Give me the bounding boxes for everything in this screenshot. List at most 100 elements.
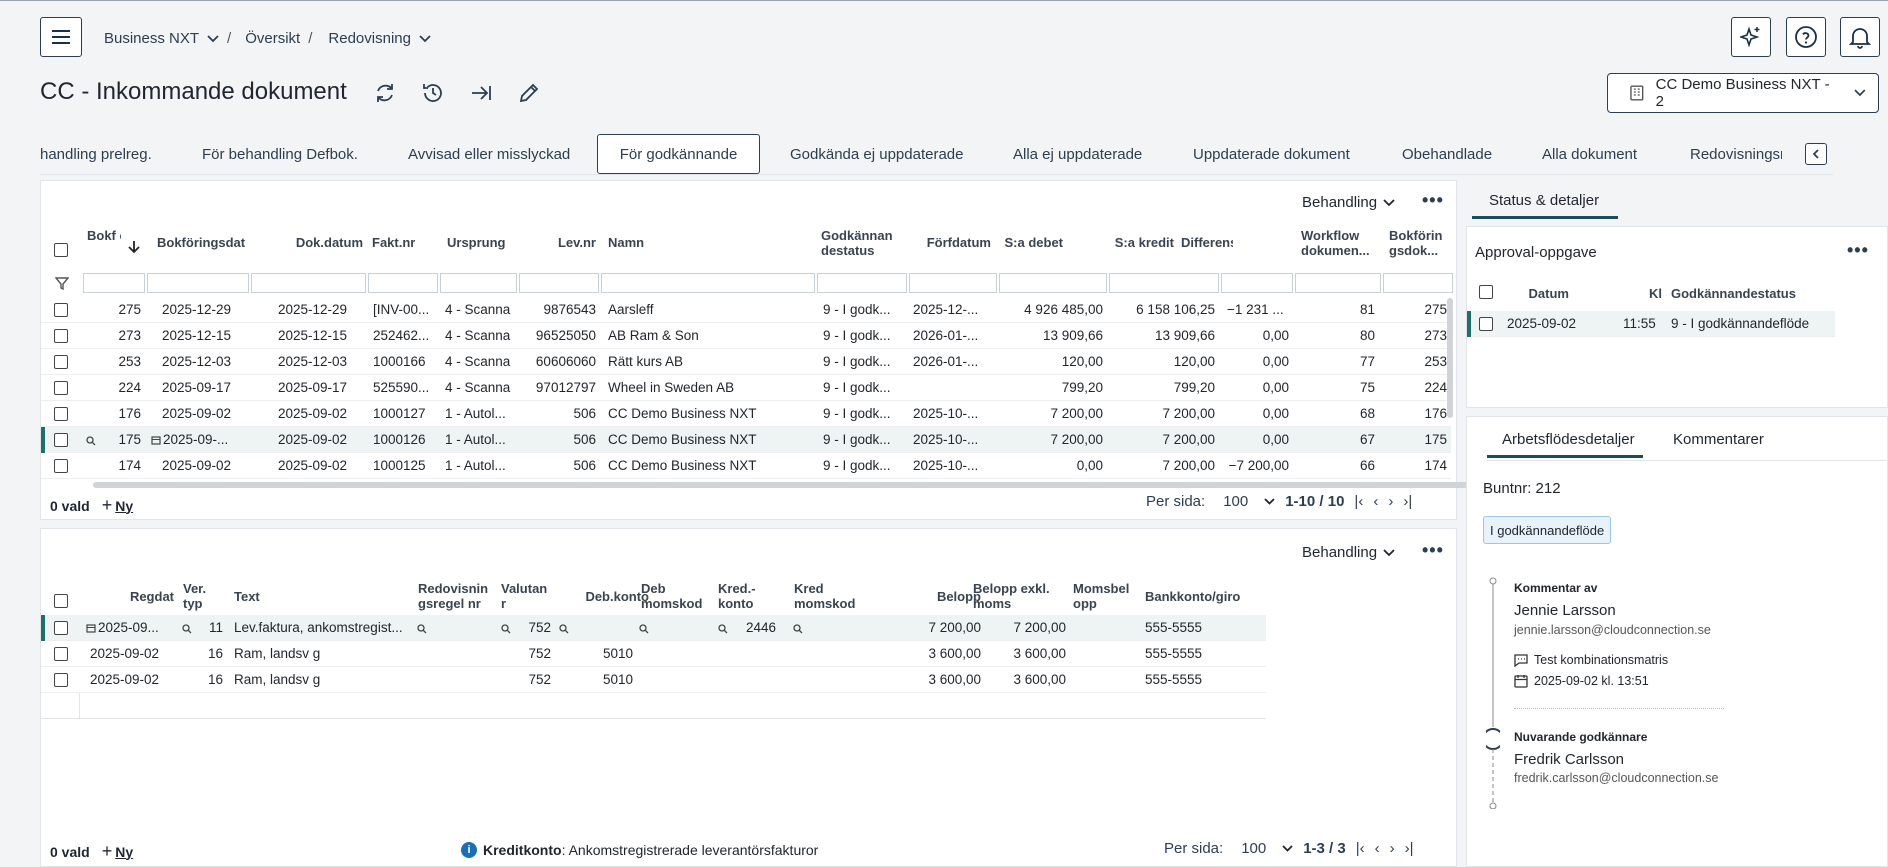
- search-icon[interactable]: [559, 624, 569, 634]
- col-header[interactable]: Bankkonto/giro: [1145, 589, 1241, 604]
- col-header[interactable]: Kred.- konto: [718, 581, 756, 611]
- row-checkbox[interactable]: [54, 407, 68, 421]
- filter-input[interactable]: [368, 273, 438, 293]
- tab-status-detaljer[interactable]: Status & detaljer: [1489, 192, 1600, 209]
- col-header[interactable]: Workflow dokumen...: [1301, 228, 1370, 258]
- tab-obehandlade[interactable]: Obehandlade: [1402, 145, 1493, 163]
- per-page-select[interactable]: 100: [1241, 840, 1293, 857]
- sort-descending-icon[interactable]: [128, 240, 140, 254]
- tab-for-godkannande[interactable]: För godkännande: [597, 134, 760, 174]
- col-header[interactable]: Godkännandestatus: [1671, 286, 1796, 301]
- col-header[interactable]: Lev.nr: [557, 235, 596, 250]
- tab-alla-dokument[interactable]: Alla dokument: [1542, 145, 1638, 163]
- row-checkbox[interactable]: [54, 647, 68, 661]
- table-row[interactable]: 174 2025-09-02 2025-09-02 1000125 1 - Au…: [41, 453, 1451, 479]
- tab-defbok[interactable]: För behandling Defbok.: [202, 145, 358, 163]
- row-checkbox[interactable]: [54, 673, 68, 687]
- breadcrumb-overview[interactable]: Översikt: [245, 29, 301, 47]
- row-checkbox[interactable]: [54, 459, 68, 473]
- filter-input[interactable]: [1109, 273, 1219, 293]
- filter-input[interactable]: [1383, 273, 1453, 293]
- calendar-icon[interactable]: [86, 623, 96, 633]
- tab-godkanda-ej-uppdaterade[interactable]: Godkända ej uppdaterade: [790, 145, 964, 163]
- col-header[interactable]: Bokf öri...: [87, 228, 121, 243]
- col-header[interactable]: Belopp: [936, 589, 981, 604]
- table-row-selected[interactable]: 2025-09... 11 Lev.faktura, ankomstregist…: [41, 615, 1266, 641]
- next-page-icon[interactable]: ›: [1388, 493, 1394, 510]
- table-row[interactable]: 275 2025-12-29 2025-12-29 [INV-00... 4 -…: [41, 297, 1451, 323]
- tab-prelreg[interactable]: handling prelreg.: [40, 145, 152, 163]
- col-header[interactable]: Regdat: [129, 589, 174, 604]
- prev-page-icon[interactable]: ‹: [1373, 493, 1379, 510]
- history-icon[interactable]: [419, 79, 447, 107]
- filter-input[interactable]: [999, 273, 1107, 293]
- col-header[interactable]: Valutan r: [501, 581, 548, 611]
- behandling-menu-button[interactable]: Behandling: [1302, 194, 1395, 211]
- tab-scroll-left-button[interactable]: [1805, 143, 1827, 165]
- chevron-down-icon[interactable]: [207, 30, 219, 47]
- prev-page-icon[interactable]: ‹: [1374, 840, 1380, 857]
- row-checkbox[interactable]: [54, 303, 68, 317]
- refresh-icon[interactable]: [371, 79, 399, 107]
- search-icon[interactable]: [501, 624, 511, 634]
- search-icon[interactable]: [639, 624, 649, 634]
- breadcrumb-section[interactable]: Redovisning: [328, 29, 411, 47]
- tab-avvisad[interactable]: Avvisad eller misslyckad: [408, 145, 571, 163]
- new-row-button[interactable]: + Ny: [101, 495, 134, 515]
- select-all-checkbox[interactable]: [54, 243, 68, 257]
- filter-input[interactable]: [440, 273, 517, 293]
- select-all-checkbox[interactable]: [54, 594, 68, 608]
- col-header[interactable]: Deb.konto: [585, 589, 649, 604]
- row-checkbox[interactable]: [54, 329, 68, 343]
- search-icon[interactable]: [182, 624, 192, 634]
- filter-input[interactable]: [909, 273, 997, 293]
- hamburger-menu-button[interactable]: [40, 17, 82, 57]
- row-checkbox[interactable]: [1479, 317, 1493, 331]
- search-icon[interactable]: [86, 436, 96, 446]
- search-icon[interactable]: [417, 624, 427, 634]
- search-icon[interactable]: [718, 624, 728, 634]
- col-header[interactable]: Belopp exkl. moms: [973, 581, 1050, 611]
- select-all-checkbox[interactable]: [1479, 285, 1493, 299]
- filter-input[interactable]: [1295, 273, 1381, 293]
- behandling-menu-button[interactable]: Behandling: [1302, 544, 1395, 561]
- col-header[interactable]: Ver. typ: [183, 581, 207, 611]
- table-row[interactable]: 2025-09-02 16 Ram, landsv g 752 5010 3 6…: [41, 667, 1266, 693]
- table-row[interactable]: 253 2025-12-03 2025-12-03 1000166 4 - Sc…: [41, 349, 1451, 375]
- tab-arbetsflodesdetaljer[interactable]: Arbetsflödesdetaljer: [1502, 431, 1635, 448]
- col-header[interactable]: Namn: [608, 235, 645, 250]
- horizontal-scrollbar[interactable]: [93, 482, 1485, 488]
- col-header[interactable]: Godkännan destatus: [821, 228, 893, 258]
- row-checkbox[interactable]: [54, 621, 68, 635]
- help-button[interactable]: [1786, 17, 1826, 57]
- col-header[interactable]: Deb momskod: [641, 581, 703, 611]
- col-header[interactable]: S:a kredit: [1114, 235, 1174, 250]
- edit-icon[interactable]: [515, 79, 543, 107]
- approval-row[interactable]: 2025-09-02 11:55 9 - I godkännandeflöde: [1467, 311, 1835, 337]
- tab-alla-ej-uppdaterade[interactable]: Alla ej uppdaterade: [1013, 145, 1143, 163]
- row-checkbox[interactable]: [54, 355, 68, 369]
- first-page-icon[interactable]: |‹: [1355, 840, 1365, 857]
- col-header[interactable]: Text: [234, 589, 260, 604]
- table-row[interactable]: 273 2025-12-15 2025-12-15 252462... 4 - …: [41, 323, 1451, 349]
- tab-kommentarer[interactable]: Kommentarer: [1673, 431, 1764, 448]
- col-header[interactable]: Kl: [1649, 286, 1662, 301]
- company-selector[interactable]: CC Demo Business NXT - 2: [1607, 73, 1879, 113]
- filter-input[interactable]: [817, 273, 907, 293]
- vertical-scrollbar[interactable]: [1447, 298, 1453, 418]
- filter-input[interactable]: [251, 273, 366, 293]
- jump-to-end-icon[interactable]: [467, 79, 495, 107]
- col-header[interactable]: Bokföringsdat: [157, 235, 246, 250]
- more-options-icon[interactable]: •••: [1422, 190, 1444, 210]
- col-header[interactable]: Momsbel opp: [1073, 581, 1130, 611]
- col-header[interactable]: Ursprung: [447, 235, 506, 250]
- ai-assistant-button[interactable]: [1731, 17, 1771, 57]
- col-header[interactable]: Datum: [1528, 286, 1569, 301]
- col-header[interactable]: Förfdatum: [926, 235, 991, 250]
- col-header[interactable]: Differens: [1181, 235, 1233, 250]
- first-page-icon[interactable]: |‹: [1354, 493, 1364, 510]
- last-page-icon[interactable]: ›|: [1404, 840, 1414, 857]
- search-icon[interactable]: [793, 624, 803, 634]
- filter-input[interactable]: [601, 273, 815, 293]
